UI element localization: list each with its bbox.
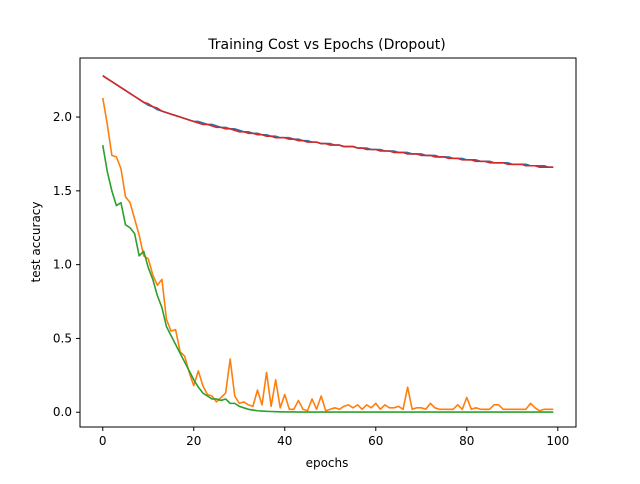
x-tick-label: 0	[99, 434, 107, 448]
plot-frame	[79, 57, 577, 428]
x-tick-label: 100	[546, 434, 569, 448]
x-axis-label: epochs	[306, 456, 349, 470]
y-tick-label: 1.0	[53, 258, 72, 272]
series-line-2	[101, 97, 554, 412]
y-tick-label: 2.0	[53, 110, 72, 124]
y-axis-label: test accuracy	[29, 202, 43, 283]
x-tick-label: 20	[186, 434, 201, 448]
y-tick-label: 0.5	[53, 331, 72, 345]
y-axis-ticks: 0.0 0.5 1.0 1.5 2.0	[53, 110, 80, 419]
x-tick-label: 40	[277, 434, 292, 448]
y-tick-label: 0.0	[53, 405, 72, 419]
y-tick-label: 1.5	[53, 184, 72, 198]
x-tick-label: 60	[368, 434, 383, 448]
x-tick-label: 80	[459, 434, 474, 448]
chart-title: Training Cost vs Epochs (Dropout)	[207, 37, 445, 53]
x-axis-ticks: 0 20 40 60 80 100	[99, 427, 569, 448]
series-line-3	[101, 144, 554, 413]
series-line-4	[102, 75, 554, 169]
plot-lines	[101, 75, 554, 413]
